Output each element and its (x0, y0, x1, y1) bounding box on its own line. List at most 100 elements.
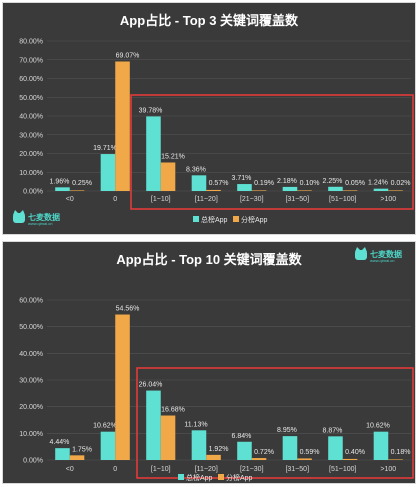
data-label: 26.04% (139, 382, 163, 389)
bar-total-6 (328, 436, 343, 460)
bar-category-6 (342, 190, 358, 191)
cat-icon (355, 250, 367, 260)
data-label: 10.62% (93, 423, 117, 430)
data-label: 39.78% (139, 107, 163, 114)
y-tick-label: 70.00% (19, 57, 43, 64)
data-label: 0.25% (72, 180, 92, 187)
x-tick-label: >100 (380, 466, 396, 473)
legend-swatch (233, 216, 239, 222)
y-tick-label: 40.00% (19, 114, 43, 121)
brand-url: www.qimai.cn (28, 221, 52, 226)
bar-total-1 (100, 154, 116, 191)
data-label: 0.72% (254, 449, 274, 456)
brand-name: 七麦数据 (370, 249, 402, 259)
x-tick-label: [11~20] (195, 466, 218, 473)
legend-swatch (178, 474, 184, 480)
bar-total-3 (191, 175, 207, 191)
legend-swatch (193, 216, 199, 222)
data-label: 0.05% (345, 180, 365, 187)
y-tick-label: 10.00% (19, 431, 43, 438)
data-label: 3.71% (232, 175, 252, 182)
y-tick-label: 30.00% (19, 378, 43, 385)
data-label: 0.59% (300, 449, 320, 456)
data-label: 8.36% (186, 166, 206, 173)
legend-label: 分榜App (226, 473, 253, 482)
cat-ear-icon (13, 210, 18, 215)
legend-label: 总榜App (186, 473, 213, 482)
y-tick-label: 0.00% (23, 458, 43, 465)
chart-top3: App占比 - Top 3 关键词覆盖数 0.00% 10.00% 20.00% 30.… (13, 13, 414, 226)
x-tick-label: [1~10] (151, 196, 171, 203)
data-label: 16.68% (161, 407, 185, 414)
bar-category-7 (388, 459, 403, 460)
y-tick-label: 80.00% (19, 39, 43, 46)
cat-ear-icon (362, 247, 367, 252)
highlight-box (136, 367, 414, 479)
bar-total-2 (146, 390, 161, 460)
x-tick-label: [31~50] (285, 466, 309, 473)
data-label: 0.19% (254, 180, 274, 187)
bar-total-3 (191, 430, 207, 460)
bar-category-3 (206, 454, 221, 460)
bar-category-0 (69, 190, 85, 191)
y-tick-label: 0.00% (23, 189, 43, 196)
bar-total-4 (237, 441, 252, 460)
y-tick-label: 10.00% (19, 170, 43, 177)
data-label: 8.95% (277, 427, 297, 434)
data-label: 1.75% (72, 446, 92, 453)
data-label: 15.21% (161, 153, 185, 160)
x-tick-label: 0 (113, 196, 117, 203)
bar-total-2 (146, 116, 161, 191)
data-label: 0.02% (391, 180, 411, 187)
x-tick-label: >100 (380, 196, 396, 203)
bar-total-5 (282, 436, 298, 460)
data-label: 2.25% (323, 178, 343, 185)
data-label: 11.13% (184, 421, 207, 428)
y-tick-label: 60.00% (19, 76, 43, 83)
data-label: 0.10% (300, 180, 320, 187)
bar-total-1 (100, 431, 116, 460)
bar-category-5 (297, 458, 312, 460)
bar-category-2 (160, 162, 176, 191)
data-label: 54.56% (116, 306, 140, 313)
bar-category-1 (115, 314, 130, 460)
chart-title: App占比 - Top 3 关键词覆盖数 (120, 13, 299, 28)
brand-name: 七麦数据 (28, 212, 60, 222)
chart-title: App占比 - Top 10 关键词覆盖数 (116, 252, 302, 267)
bar-total-0 (55, 187, 70, 191)
data-label: 0.18% (391, 449, 411, 456)
bar-total-4 (237, 184, 252, 191)
y-tick-label: 40.00% (19, 351, 43, 358)
cat-icon (13, 213, 25, 223)
y-tick-label: 20.00% (19, 404, 43, 411)
bar-category-4 (251, 458, 267, 460)
bar-total-0 (55, 448, 70, 460)
y-tick-label: 60.00% (19, 298, 43, 305)
x-tick-label: [51~100] (329, 196, 356, 203)
data-label: 8.87% (323, 427, 343, 434)
x-tick-label: [11~20] (195, 196, 218, 203)
data-label: 1.92% (209, 446, 229, 453)
bar-total-7 (373, 188, 389, 191)
x-tick-label: [21~30] (240, 196, 264, 203)
data-label: 0.57% (209, 180, 229, 187)
x-tick-label: 0 (113, 466, 117, 473)
bar-total-5 (282, 186, 298, 191)
y-tick-label: 30.00% (19, 132, 43, 139)
x-tick-label: <0 (66, 196, 74, 203)
bar-category-3 (206, 189, 221, 191)
data-label: 10.62% (366, 423, 390, 430)
x-tick-label: [31~50] (285, 196, 309, 203)
legend-label: 分榜App (241, 215, 268, 224)
y-tick-label: 50.00% (19, 324, 43, 331)
y-tick-label: 20.00% (19, 151, 43, 158)
data-label: 19.71% (93, 145, 117, 152)
bar-total-6 (328, 186, 343, 191)
cat-ear-icon (355, 247, 360, 252)
x-tick-label: [1~10] (151, 466, 171, 473)
bar-total-7 (373, 431, 389, 460)
highlight-box (130, 94, 414, 210)
data-label: 4.44% (50, 439, 70, 446)
bar-category-7 (388, 190, 403, 191)
